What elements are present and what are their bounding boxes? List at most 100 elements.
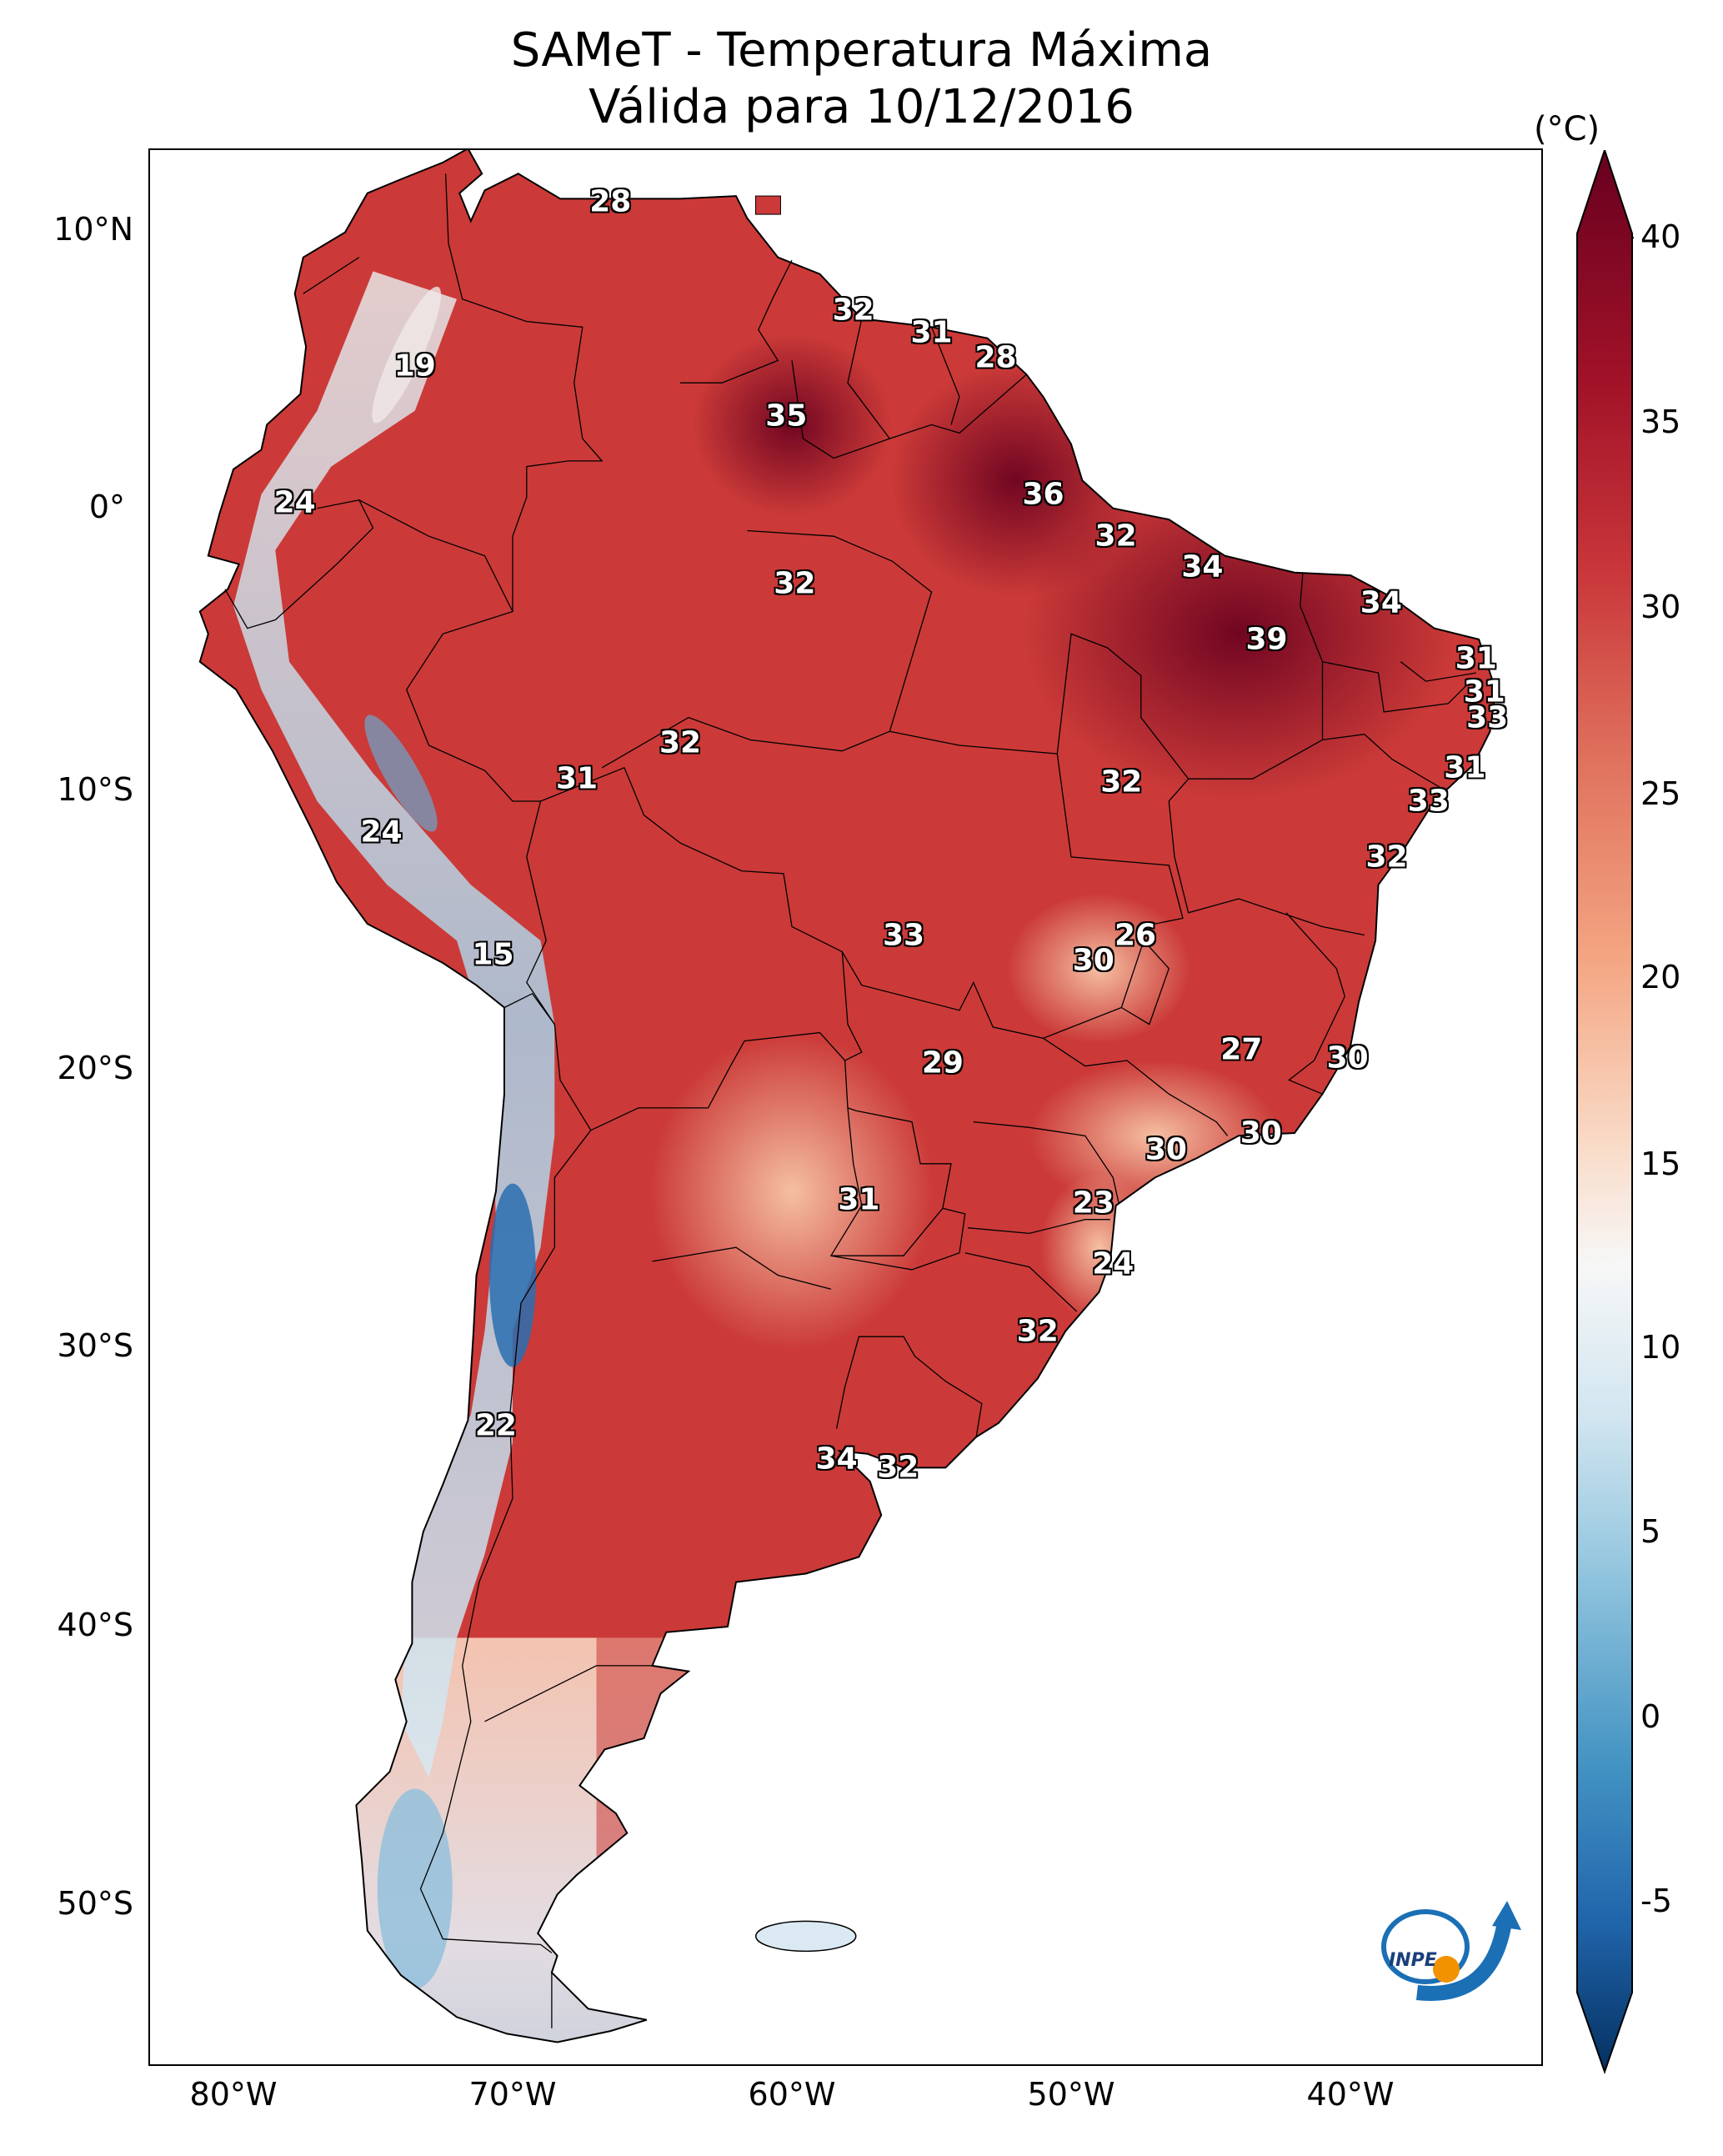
colorbar-tick-15: 15 xyxy=(1640,1146,1681,1182)
map-subtitle: Válida para 10/12/2016 xyxy=(589,80,1134,134)
temperature-label: 24 xyxy=(1092,1246,1134,1281)
colorbar-tick-30: 30 xyxy=(1640,589,1681,625)
colorbar-tick-10: 10 xyxy=(1640,1329,1681,1366)
border-line-8 xyxy=(540,766,863,1061)
border-line-2 xyxy=(444,173,604,612)
temperature-label: 32 xyxy=(1100,765,1143,800)
coastline xyxy=(198,150,1497,2043)
temperature-label: 31 xyxy=(1455,641,1497,676)
border-line-14 xyxy=(835,1336,983,1437)
colorbar-unit: (°C) xyxy=(1534,110,1600,148)
colorbar-tick-35: 35 xyxy=(1640,404,1681,440)
temperature-label: 32 xyxy=(1365,840,1408,875)
border-line-30 xyxy=(652,1246,832,1290)
lon-label-60w: 60°W xyxy=(748,2076,836,2113)
temperature-label: 33 xyxy=(1407,784,1450,819)
temperature-label: 31 xyxy=(1463,674,1505,709)
lon-label-70w: 70°W xyxy=(468,2076,557,2113)
temperature-label: 34 xyxy=(1360,585,1402,620)
temperature-label: 27 xyxy=(1220,1032,1263,1067)
lon-label-40w: 40°W xyxy=(1306,2076,1395,2113)
temperature-label: 19 xyxy=(393,348,436,384)
andes-cool-strip xyxy=(233,271,555,1777)
andes-colombia-cool xyxy=(372,286,442,424)
border-line-22 xyxy=(1400,661,1476,682)
temperature-label: 24 xyxy=(273,485,316,520)
temperature-label: 32 xyxy=(774,566,816,601)
border-line-29 xyxy=(964,1252,1078,1312)
border-line-23 xyxy=(1174,856,1365,936)
map-frame: INPE 28 32 31 28 19 35 36 24 32 34 32 34 39 31 31 33 32 3… xyxy=(148,148,1543,2066)
border-line-0 xyxy=(224,499,374,629)
colorbar-gradient xyxy=(1576,150,1633,2075)
temperature-label: 31 xyxy=(838,1182,880,1217)
lon-label-80w: 80°W xyxy=(189,2076,278,2113)
border-line-12 xyxy=(419,1130,592,1953)
temperature-label: 36 xyxy=(1022,477,1064,512)
border-line-7 xyxy=(930,327,960,425)
temperature-label: 28 xyxy=(974,340,1017,375)
temperature-map xyxy=(198,150,1497,2043)
temperature-label: 32 xyxy=(1016,1314,1059,1348)
temperature-label: 24 xyxy=(360,815,403,850)
inpe-logo-arrow xyxy=(1416,1920,1512,2001)
temperature-label: 33 xyxy=(1466,700,1509,735)
falkland-islands xyxy=(755,1920,857,1953)
border-line-19 xyxy=(1188,572,1324,780)
lat-label-40s: 40°S xyxy=(57,1607,133,1643)
inpe-logo-text: INPE xyxy=(1389,1950,1437,1971)
temperature-label: 31 xyxy=(555,761,599,796)
temperature-label: 30 xyxy=(1072,943,1114,978)
border-line-28 xyxy=(967,1219,1110,1235)
temperature-label: 30 xyxy=(1144,1132,1187,1167)
colorbar-tick-20: 20 xyxy=(1640,959,1681,995)
border-line-9 xyxy=(526,800,592,1131)
temperature-label: 15 xyxy=(472,937,514,972)
map-title: SAMeT - Temperatura Máxima xyxy=(510,23,1213,78)
border-line-17 xyxy=(841,730,1184,1039)
temperature-label: 32 xyxy=(1094,519,1137,554)
lat-label-10s: 10°S xyxy=(57,771,133,808)
temperature-label: 26 xyxy=(1114,918,1157,952)
temperature-label: 31 xyxy=(1444,750,1486,785)
border-line-20 xyxy=(1322,734,1440,788)
colorbar-tick-25: 25 xyxy=(1640,775,1681,812)
andes-cold-core xyxy=(489,1183,536,1367)
country-borders xyxy=(224,173,1476,2028)
border-line-31 xyxy=(484,1665,653,1722)
border-line-26 xyxy=(1285,912,1345,1095)
patagonia-icefield xyxy=(377,1788,453,1989)
colorbar-tick-0: 0 xyxy=(1640,1698,1661,1735)
colorbar-tick-5: 5 xyxy=(1640,1513,1661,1550)
lat-label-50s: 50°S xyxy=(57,1885,133,1922)
border-line-5 xyxy=(791,360,1027,459)
temperature-label: 33 xyxy=(882,918,925,952)
lon-label-50w: 50°W xyxy=(1027,2076,1115,2113)
temperature-label: 30 xyxy=(1240,1116,1282,1151)
temperature-label: 34 xyxy=(815,1442,858,1477)
temperature-label: 32 xyxy=(832,293,874,328)
temperature-label: 39 xyxy=(1245,622,1288,657)
temperature-label: 28 xyxy=(589,184,632,219)
inpe-logo-ring xyxy=(1381,1909,1470,1984)
temperature-label: 22 xyxy=(474,1408,517,1443)
trinidad-island xyxy=(754,195,781,215)
border-line-18 xyxy=(1056,633,1190,857)
lat-label-30s: 30°S xyxy=(57,1327,133,1364)
temperature-label: 34 xyxy=(1181,549,1224,584)
border-line-6 xyxy=(847,318,890,439)
temperature-label: 32 xyxy=(659,725,702,760)
border-line-3 xyxy=(358,499,541,802)
border-line-27 xyxy=(973,1121,1119,1203)
hot-core-roraima xyxy=(692,333,892,517)
border-line-4 xyxy=(680,259,793,384)
colorbar xyxy=(1576,150,1634,2075)
temperature-label: 35 xyxy=(765,399,808,434)
temperature-label: 29 xyxy=(921,1045,964,1081)
border-line-1 xyxy=(303,257,360,294)
border-line-25 xyxy=(1043,1037,1229,1136)
mild-zone-goias xyxy=(1007,893,1191,1044)
inpe-logo: INPE xyxy=(1381,1901,1521,2001)
lat-label-20s: 20°S xyxy=(57,1050,133,1086)
inpe-logo-arrowhead xyxy=(1492,1901,1521,1930)
